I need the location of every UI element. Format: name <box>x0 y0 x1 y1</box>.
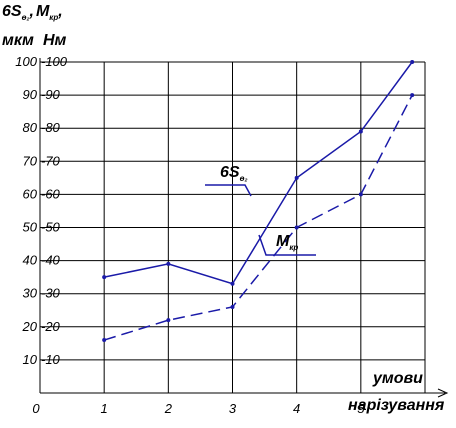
series-label-leaders <box>205 184 316 256</box>
y-tick-label-right: -20 <box>41 319 61 334</box>
leader-torque <box>258 234 316 256</box>
y-head-sep: , <box>29 3 34 20</box>
series-point-0 <box>102 275 107 280</box>
y-tick-label-right: -70 <box>41 153 61 168</box>
x-tick-label: 3 <box>229 401 237 416</box>
series-label-torque-main: M <box>276 233 290 250</box>
y-head-tail: , <box>57 3 62 20</box>
y-tick-label-left: 50 <box>23 220 38 235</box>
series-label-surface: 6Sө₂ <box>220 164 248 183</box>
y-tick-label-left: 30 <box>23 286 38 301</box>
series-point-0 <box>410 60 415 64</box>
y-axis-unit-right: Нм <box>43 32 67 49</box>
series-label-torque-sub: кр <box>289 243 298 252</box>
tick-labels: 102030405060708090100-10-20-30-40-50-60-… <box>15 54 365 416</box>
axes <box>39 58 449 398</box>
x-tick-label: 1 <box>101 401 108 416</box>
y-axis-heading: 6Sө₂, Mкр, <box>2 3 63 22</box>
y-tick-label-right: -90 <box>41 87 61 102</box>
series-point-1 <box>410 93 415 98</box>
y-tick-label-right: -40 <box>41 253 61 268</box>
series-point-0 <box>294 175 299 180</box>
x-tick-label: 2 <box>164 401 173 416</box>
y-head-left-sub: ө₂ <box>22 13 30 22</box>
y-tick-label-right: -100 <box>41 54 68 69</box>
series-point-0 <box>166 261 171 266</box>
y-tick-label-left: 80 <box>23 120 38 135</box>
y-tick-label-left: 90 <box>23 87 38 102</box>
series-group <box>102 60 415 343</box>
series-point-1 <box>166 318 171 323</box>
y-tick-label-left: 70 <box>23 153 38 168</box>
y-tick-label-right: -60 <box>41 186 61 201</box>
series-point-0 <box>230 281 235 286</box>
x-axis-title-line2: нарізування <box>348 397 445 414</box>
x-axis-arrow <box>437 388 449 398</box>
x-origin-label: 0 <box>32 401 40 416</box>
series-point-1 <box>358 192 363 197</box>
series-label-surface-sub: ө₂ <box>240 174 248 183</box>
y-tick-label-left: 40 <box>23 253 38 268</box>
series-point-1 <box>294 225 299 230</box>
series-point-0 <box>358 129 363 134</box>
y-tick-label-right: -10 <box>41 352 61 367</box>
x-axis-title-line1: умови <box>372 370 423 387</box>
y-tick-label-left: 100 <box>15 54 37 69</box>
y-tick-label-right: -50 <box>41 220 61 235</box>
series-point-1 <box>102 338 107 343</box>
y-axis-unit-left: мкм <box>2 32 34 49</box>
y-tick-label-right: -80 <box>41 120 61 135</box>
y-tick-label-left: 10 <box>23 352 38 367</box>
series-label-torque: Mкр <box>276 233 298 252</box>
y-head-right-main: M <box>36 3 50 20</box>
series-point-1 <box>230 304 235 309</box>
x-tick-label: 4 <box>293 401 300 416</box>
y-tick-label-left: 60 <box>23 186 38 201</box>
x-tick-label: 5 <box>357 401 365 416</box>
y-tick-label-right: -30 <box>41 286 61 301</box>
leader-surface <box>205 184 252 197</box>
y-head-left-main: 6S <box>2 3 22 20</box>
series-line-0 <box>104 61 413 285</box>
y-head-right-sub: кр <box>49 13 58 22</box>
series-label-surface-main: 6S <box>220 164 240 181</box>
y-tick-label-left: 20 <box>22 319 38 334</box>
grid <box>40 61 426 393</box>
series-line-1 <box>103 94 413 341</box>
